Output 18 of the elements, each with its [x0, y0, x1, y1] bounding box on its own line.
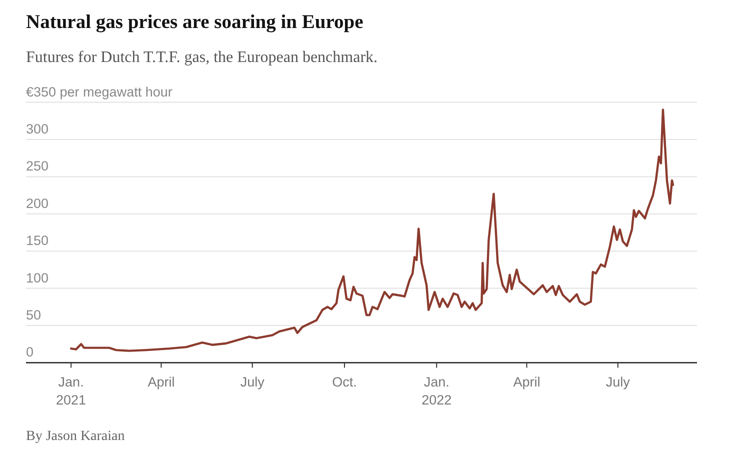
y-tick-label: 100 — [26, 270, 49, 286]
y-tick-label: 0 — [26, 344, 34, 360]
y-tick-label: 50 — [26, 308, 42, 322]
x-tick-label: April — [148, 374, 175, 390]
y-tick-label: 300 — [26, 122, 49, 136]
y-tick-label: 200 — [26, 196, 49, 211]
chart-title: Natural gas prices are soaring in Europe — [26, 12, 364, 33]
x-tick-label: Oct. — [332, 374, 357, 390]
y-tick-label: 250 — [26, 158, 49, 174]
y-axis-title: €350 per megawatt hour — [26, 84, 173, 100]
text: By Jason Karaian — [26, 429, 125, 444]
x-tick-label: July — [240, 374, 265, 390]
x-tick-label: Jan. 2021 — [56, 374, 86, 408]
x-tick-label: Jan. 2022 — [422, 374, 452, 408]
y-tick-label: 150 — [26, 233, 49, 248]
chart-subtitle: Futures for Dutch T.T.F. gas, the European benchmark. — [26, 49, 378, 66]
x-tick-label: April — [513, 374, 540, 390]
x-tick-label: July — [606, 374, 630, 390]
